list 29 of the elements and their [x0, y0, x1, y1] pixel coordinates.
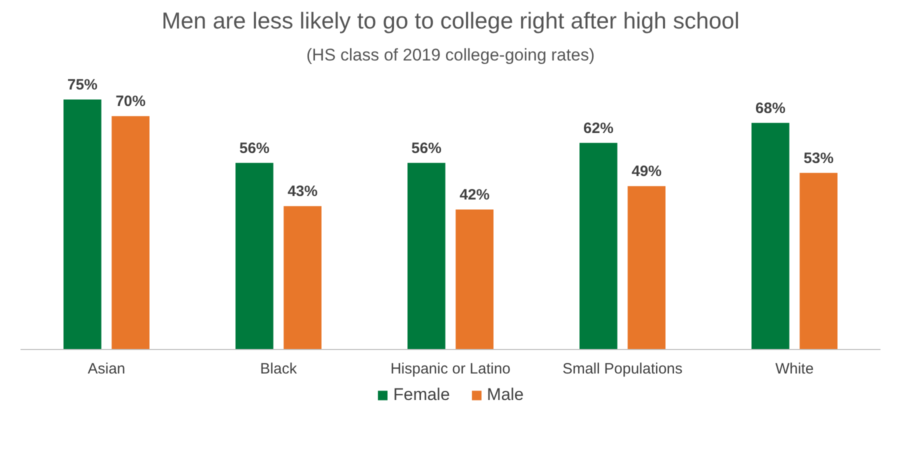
data-label: 53%	[804, 150, 834, 167]
bar	[580, 142, 618, 350]
bar	[800, 172, 838, 350]
data-label: 56%	[239, 140, 270, 157]
x-tick-label: Black	[260, 360, 298, 378]
bar	[408, 162, 446, 350]
bar	[284, 206, 322, 350]
data-label: 75%	[67, 76, 98, 94]
bar	[456, 210, 494, 350]
data-label: 56%	[411, 140, 442, 157]
legend-label: Male	[486, 385, 524, 405]
bar	[752, 122, 790, 350]
x-tick-label: White	[775, 360, 814, 378]
bar	[64, 100, 102, 350]
data-label: 42%	[460, 186, 490, 204]
data-label: 49%	[632, 163, 662, 180]
x-tick-label: Small Populations	[562, 360, 683, 378]
bar	[628, 186, 666, 350]
chart-title: Men are less likely to go to college right after high school	[162, 8, 740, 34]
chart-subtitle: (HS class of 2019 college-going rates)	[306, 46, 595, 64]
data-label: 62%	[583, 120, 614, 137]
x-tick-label: Hispanic or Latino	[390, 360, 511, 378]
data-label: 70%	[116, 93, 146, 110]
x-tick-label: Asian	[88, 360, 126, 378]
bar	[236, 162, 274, 350]
legend-label: Female	[393, 385, 450, 405]
bar	[112, 116, 150, 350]
data-label: 68%	[755, 100, 786, 117]
data-label: 43%	[288, 183, 318, 200]
